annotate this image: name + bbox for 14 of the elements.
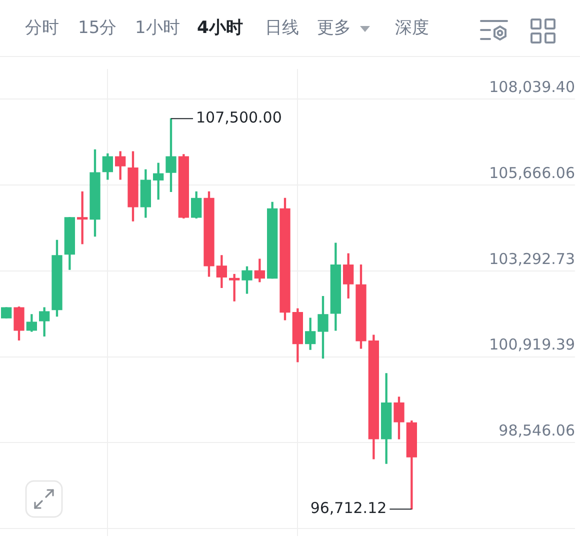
y-tick-label: 100,919.39 bbox=[489, 336, 575, 354]
text: 分时 bbox=[25, 17, 59, 39]
text: 1小时 bbox=[135, 17, 180, 39]
annotation: 96,712.12 bbox=[310, 499, 387, 518]
text: 4小时 bbox=[197, 17, 243, 39]
y-tick-label: 98,546.06 bbox=[498, 422, 575, 440]
y-tick-label: 103,292.73 bbox=[489, 250, 575, 268]
annotation: 107,500.00 bbox=[196, 108, 282, 126]
y-tick-label: 105,666.06 bbox=[489, 164, 575, 182]
text: 15分 bbox=[78, 17, 117, 39]
text: 深度 bbox=[395, 17, 429, 39]
text: 日线 bbox=[265, 17, 299, 39]
y-tick-label: 108,039.40 bbox=[489, 78, 575, 96]
text: 更多 bbox=[317, 17, 351, 39]
